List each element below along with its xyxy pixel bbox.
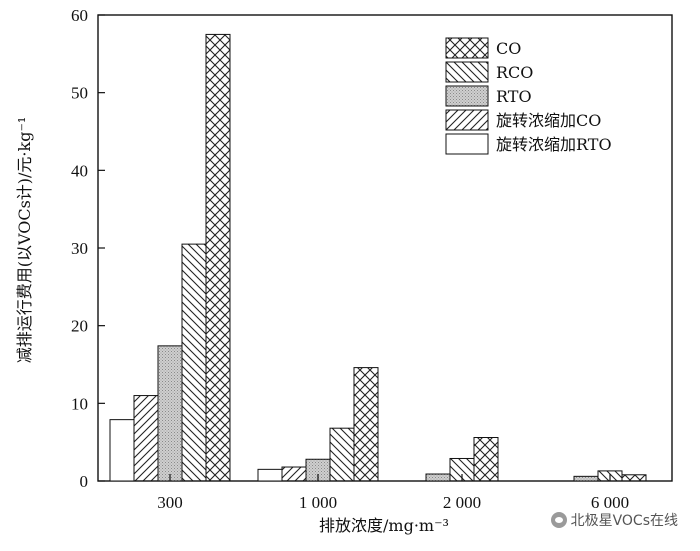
bar xyxy=(109,419,135,482)
axes: 0 10 20 30 40 50 60 300 1 000 2 000 6 000 xyxy=(71,6,629,512)
bar xyxy=(329,427,355,482)
x-tick-label: 6 000 xyxy=(591,493,629,512)
x-tick-label: 1 000 xyxy=(299,493,337,512)
bar xyxy=(133,395,159,482)
legend-swatch xyxy=(445,37,489,59)
y-tick-label: 20 xyxy=(71,317,88,336)
bar xyxy=(573,475,599,482)
legend-label: RTO xyxy=(496,87,532,106)
bars xyxy=(109,33,647,482)
y-tick-label: 0 xyxy=(80,472,89,491)
legend-swatch xyxy=(445,109,489,131)
bar xyxy=(621,474,647,482)
x-tick-label: 300 xyxy=(157,493,183,512)
legend-swatch xyxy=(445,85,489,107)
legend-swatch xyxy=(445,133,489,155)
bar xyxy=(181,243,207,482)
bar xyxy=(257,468,283,482)
bar xyxy=(473,437,499,482)
y-axis-title: 减排运行费用(以VOCs计)/元·kg⁻¹ xyxy=(15,117,34,364)
bar xyxy=(353,367,379,482)
bar xyxy=(157,345,183,482)
legend-label: 旋转浓缩加RTO xyxy=(496,135,612,154)
legend-swatch xyxy=(445,61,489,83)
watermark: 北极星VOCs在线 xyxy=(550,510,678,530)
x-axis-title: 排放浓度/mg·m⁻³ xyxy=(319,516,449,535)
wechat-icon xyxy=(550,512,567,528)
legend-label: 旋转浓缩加CO xyxy=(496,111,601,130)
legend-label: CO xyxy=(496,39,521,58)
y-tick-label: 40 xyxy=(71,161,88,180)
y-tick-label: 10 xyxy=(71,394,88,413)
x-tick-label: 2 000 xyxy=(443,493,481,512)
y-tick-label: 30 xyxy=(71,239,88,258)
legend: CO RCO RTO 旋转浓缩加CO 旋转浓缩加RTO xyxy=(445,37,612,155)
bar xyxy=(425,473,451,482)
y-tick-label: 60 xyxy=(71,6,88,25)
legend-label: RCO xyxy=(496,63,533,82)
y-tick-label: 50 xyxy=(71,84,88,103)
watermark-text: 北极星VOCs在线 xyxy=(570,513,678,529)
bar xyxy=(281,466,307,482)
bar xyxy=(205,33,231,482)
